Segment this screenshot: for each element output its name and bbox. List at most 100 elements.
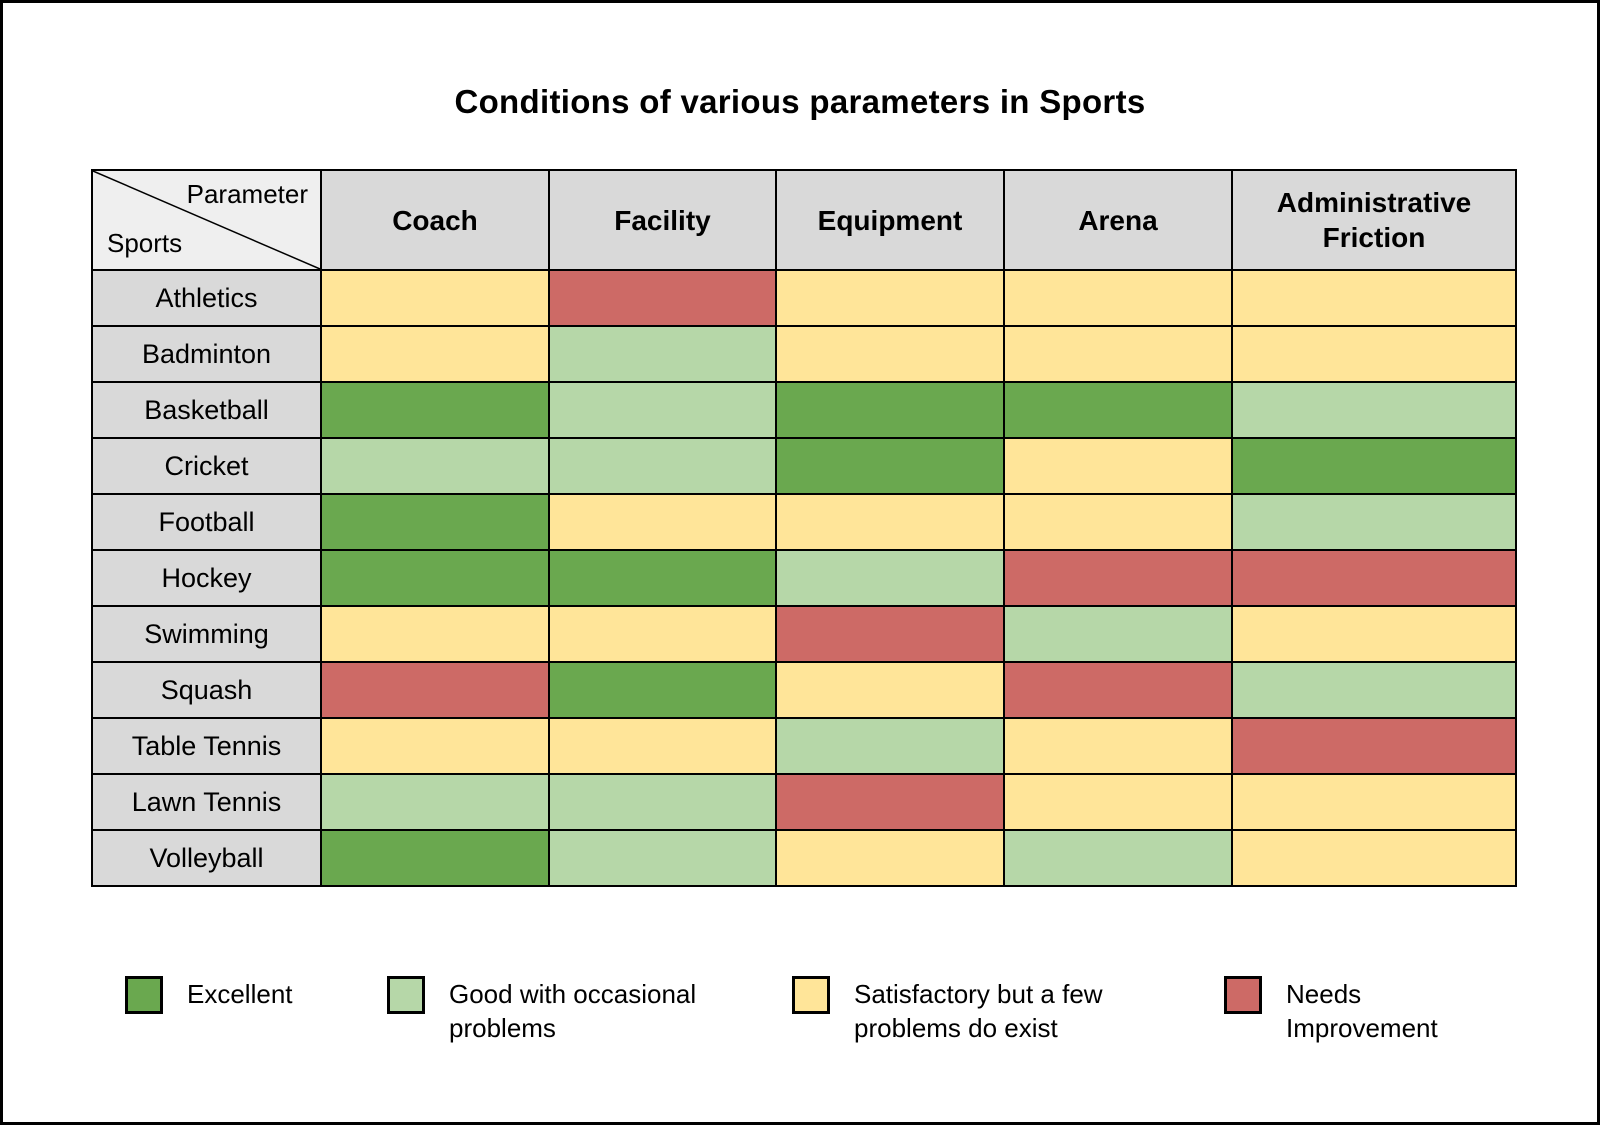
rating-cell	[1231, 325, 1517, 383]
row-label-lawn-tennis: Lawn Tennis	[91, 773, 322, 831]
row-label-basketball: Basketball	[91, 381, 322, 439]
rating-cell	[775, 493, 1005, 551]
rating-cell	[1003, 717, 1233, 775]
satisfactory-swatch-icon	[792, 976, 830, 1014]
rating-cell	[775, 829, 1005, 887]
legend-item-satisfactory: Satisfactory but a few problems do exist	[792, 975, 1224, 1046]
rating-cell	[1003, 549, 1233, 607]
rating-cell	[548, 325, 777, 383]
table-row: Athletics	[91, 269, 1517, 327]
excellent-swatch-icon	[125, 976, 163, 1014]
rating-cell	[1231, 381, 1517, 439]
rating-cell	[320, 605, 550, 663]
table-row: Swimming	[91, 605, 1517, 663]
rating-cell	[320, 717, 550, 775]
rating-cell	[320, 829, 550, 887]
table-row: Basketball	[91, 381, 1517, 439]
row-label-squash: Squash	[91, 661, 322, 719]
legend-item-good: Good with occasional problems	[387, 975, 792, 1046]
rating-cell	[548, 717, 777, 775]
column-header-facility: Facility	[548, 169, 777, 271]
row-label-swimming: Swimming	[91, 605, 322, 663]
legend-label: Needs Improvement	[1286, 979, 1438, 1043]
rating-cell	[1231, 717, 1517, 775]
rating-cell	[548, 829, 777, 887]
rating-cell	[1003, 325, 1233, 383]
rating-cell	[775, 773, 1005, 831]
rating-cell	[1003, 269, 1233, 327]
rating-cell	[1003, 773, 1233, 831]
rating-cell	[1003, 381, 1233, 439]
table-body: Athletics Badminton Basketball Cricket Footb…	[91, 269, 1517, 887]
rating-cell	[775, 381, 1005, 439]
good-swatch-icon	[387, 976, 425, 1014]
table-row: Football	[91, 493, 1517, 551]
rating-cell	[775, 437, 1005, 495]
chart-title: Conditions of various parameters in Spor…	[454, 83, 1146, 120]
rating-cell	[775, 661, 1005, 719]
row-label-table-tennis: Table Tennis	[91, 717, 322, 775]
rating-cell	[1231, 829, 1517, 887]
rating-cell	[775, 717, 1005, 775]
row-label-athletics: Athletics	[91, 269, 322, 327]
header-row: Parameter Sports Coach Facility Equipmen…	[91, 169, 1517, 271]
rating-cell	[1231, 493, 1517, 551]
rating-cell	[1231, 661, 1517, 719]
rating-cell	[320, 437, 550, 495]
rating-cell	[775, 325, 1005, 383]
table-row: Hockey	[91, 549, 1517, 607]
row-label-hockey: Hockey	[91, 549, 322, 607]
table-row: Cricket	[91, 437, 1517, 495]
rating-cell	[1231, 269, 1517, 327]
column-header-equipment: Equipment	[775, 169, 1005, 271]
rating-cell	[1231, 437, 1517, 495]
rating-cell	[548, 381, 777, 439]
rating-cell	[320, 269, 550, 327]
corner-diagonal-line	[93, 171, 320, 269]
rating-cell	[1003, 661, 1233, 719]
row-label-volleyball: Volleyball	[91, 829, 322, 887]
rating-cell	[1003, 493, 1233, 551]
table-row: Volleyball	[91, 829, 1517, 887]
column-header-arena: Arena	[1003, 169, 1233, 271]
rating-cell	[548, 269, 777, 327]
row-label-cricket: Cricket	[91, 437, 322, 495]
corner-parameter-label: Parameter	[186, 179, 308, 209]
legend: Excellent Good with occasional problems Sa…	[125, 975, 1597, 1046]
legend-item-needs_improvement: Needs Improvement	[1224, 975, 1476, 1046]
rating-cell	[1003, 829, 1233, 887]
rating-cell	[548, 493, 777, 551]
rating-cell	[1003, 437, 1233, 495]
rating-cell	[775, 269, 1005, 327]
table-row: Badminton	[91, 325, 1517, 383]
rating-cell	[320, 661, 550, 719]
rating-cell	[548, 773, 777, 831]
column-header-coach: Coach	[320, 169, 550, 271]
column-header-administrative-friction: Administrative Friction	[1231, 169, 1517, 271]
needs_improvement-swatch-icon	[1224, 976, 1262, 1014]
corner-cell: Parameter Sports	[91, 169, 322, 271]
table-row: Lawn Tennis	[91, 773, 1517, 831]
table-row: Table Tennis	[91, 717, 1517, 775]
rating-cell	[548, 605, 777, 663]
rating-cell	[320, 549, 550, 607]
legend-label: Good with occasional problems	[449, 979, 697, 1043]
table-row: Squash	[91, 661, 1517, 719]
rating-cell	[548, 661, 777, 719]
rating-cell	[1231, 605, 1517, 663]
rating-cell	[1231, 549, 1517, 607]
rating-cell	[1231, 773, 1517, 831]
rating-cell	[320, 773, 550, 831]
legend-label: Satisfactory but a few problems do exist	[854, 979, 1103, 1043]
row-label-badminton: Badminton	[91, 325, 322, 383]
legend-label: Excellent	[187, 979, 293, 1009]
rating-cell	[320, 325, 550, 383]
ratings-table: Parameter Sports Coach Facility Equipmen…	[91, 169, 1517, 887]
rating-cell	[548, 437, 777, 495]
row-label-football: Football	[91, 493, 322, 551]
rating-cell	[320, 493, 550, 551]
legend-item-excellent: Excellent	[125, 975, 387, 1014]
rating-cell	[1003, 605, 1233, 663]
rating-cell	[775, 605, 1005, 663]
